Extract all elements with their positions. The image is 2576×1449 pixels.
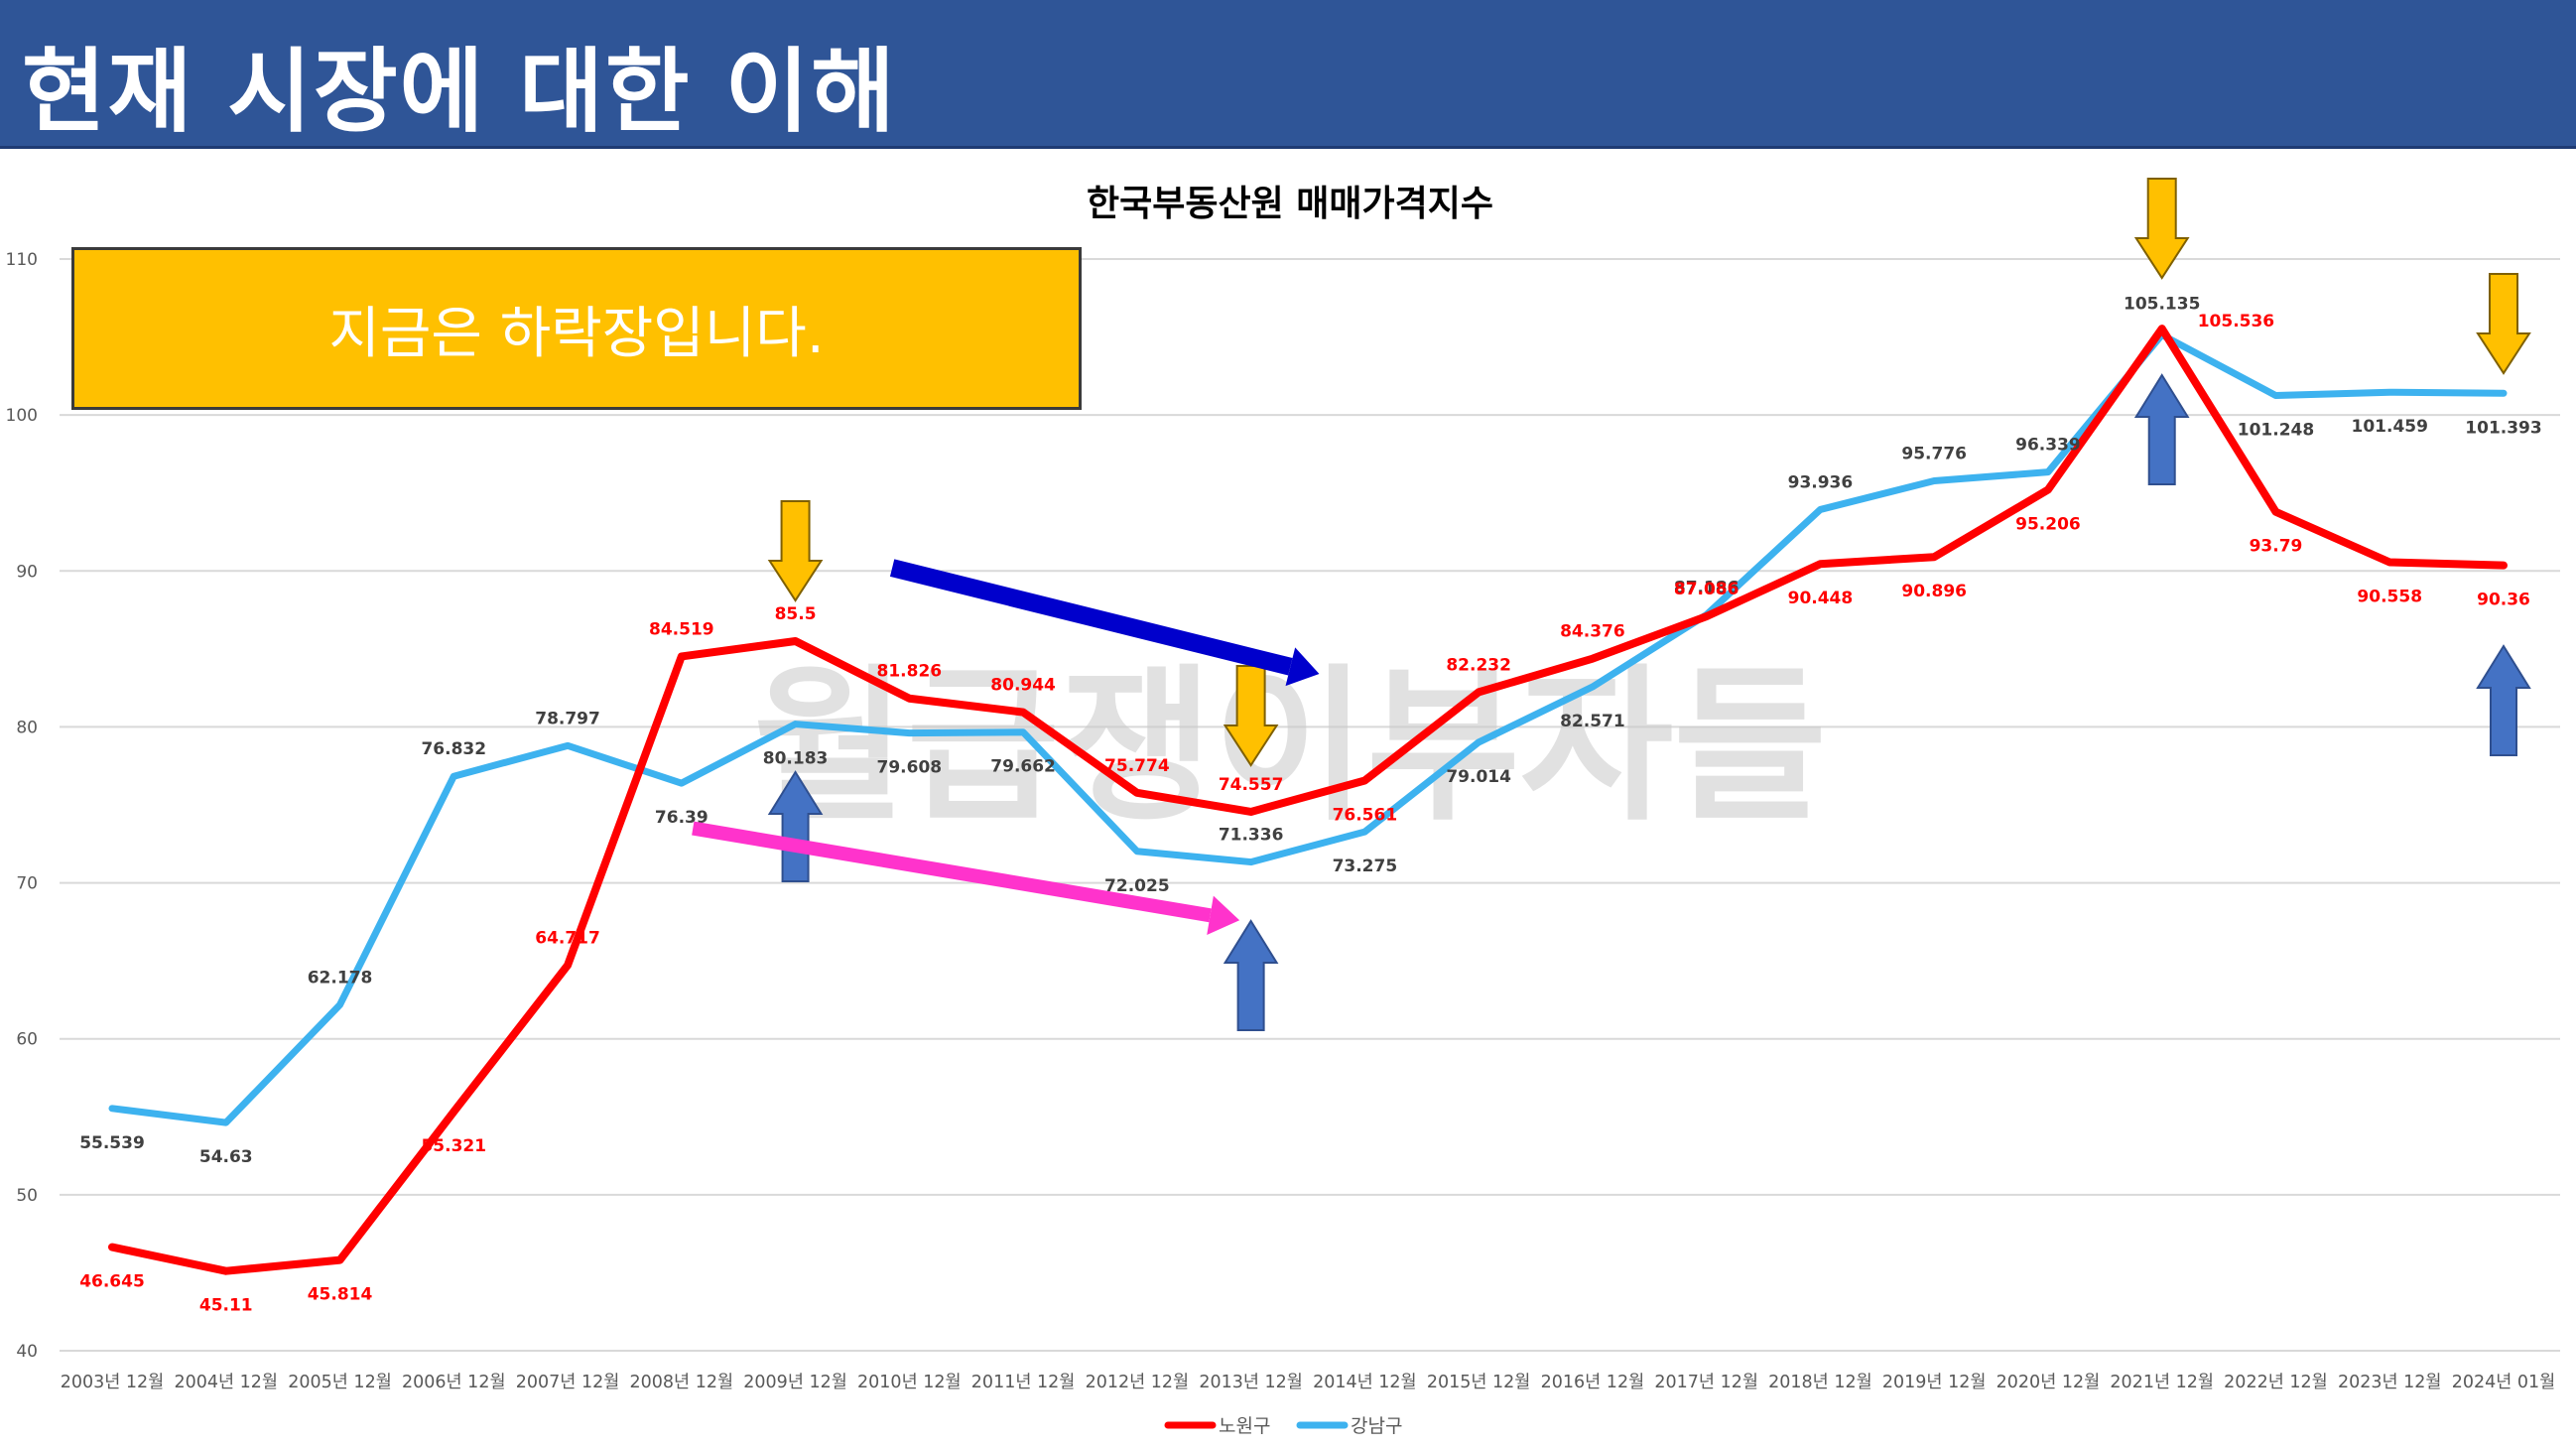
nowon-data-label: 84.376 [1560,622,1625,642]
page-title: 현재 시장에 대한 이해 [22,39,897,145]
up-arrow-icon [2133,373,2190,485]
gangnam-data-label: 78.797 [535,709,600,728]
gangnam-data-label: 95.776 [1901,445,1967,464]
x-tick-label: 2018년 12월 [1768,1373,1872,1392]
nowon-data-label: 46.645 [79,1272,145,1292]
nowon-data-label: 90.36 [2477,591,2530,610]
gangnam-data-label: 96.339 [2015,436,2081,456]
nowon-data-label: 85.5 [775,604,817,624]
gangnam-data-label: 76.832 [421,739,486,759]
trend-arrow-shaft [692,821,1212,923]
nowon-data-label: 82.232 [1446,655,1511,675]
price-index-chart: 월급쟁이부자들 한국부동산원 매매가격지수 405060708090100110… [6,178,2560,1437]
nowon-data-label: 45.11 [199,1296,253,1316]
gangnam-data-label: 73.275 [1333,856,1398,876]
x-tick-label: 2019년 12월 [1882,1373,1987,1392]
gangnam-data-label: 62.178 [308,968,373,988]
y-tick-label: 110 [6,250,38,270]
trend-arrow-head-icon [1207,895,1240,936]
up-arrow-icon [1223,919,1279,1031]
x-tick-label: 2014년 12월 [1313,1373,1417,1392]
nowon-data-label: 87.086 [1674,580,1739,599]
down-arrow-icon [1223,665,1279,767]
nowon-data-label: 64.717 [535,929,600,949]
x-tick-label: 2022년 12월 [2224,1373,2328,1392]
gangnam-data-label: 87.186 [1674,579,1739,598]
nowon-data-label: 105.536 [2198,312,2274,331]
x-tick-label: 2017년 12월 [1654,1373,1758,1392]
series-line-nowon [108,325,2508,1275]
trend-arrow-shaft [889,559,1293,676]
down-arrow-icon [2476,273,2531,375]
nowon-data-label: 90.448 [1788,589,1854,608]
header-bar [0,0,2576,146]
x-tick-label: 2020년 12월 [1996,1373,2101,1392]
gangnam-data-label: 79.608 [877,758,943,778]
callout-text: 지금은 하락장입니다. [328,301,825,366]
gangnam-data-label: 82.571 [1560,712,1625,731]
legend-label: 강남구 [1351,1415,1402,1437]
y-tick-label: 60 [16,1030,38,1050]
y-tick-label: 40 [16,1342,38,1362]
x-tick-label: 2021년 12월 [2110,1373,2214,1392]
gangnam-data-label: 105.135 [2124,294,2200,314]
x-tick-label: 2010년 12월 [857,1373,962,1392]
x-tick-label: 2016년 12월 [1541,1373,1645,1392]
x-tick-label: 2008년 12월 [630,1373,734,1392]
nowon-data-label: 45.814 [308,1285,373,1305]
y-tick-label: 80 [16,718,38,737]
nowon-data-label: 55.321 [421,1136,486,1156]
y-tick-label: 100 [6,406,38,426]
x-tick-label: 2011년 12월 [971,1373,1076,1392]
gangnam-data-label: 101.248 [2238,421,2314,441]
gangnam-data-label: 80.183 [763,749,829,769]
x-tick-label: 2024년 01월 [2452,1373,2556,1392]
x-tick-label: 2015년 12월 [1427,1373,1531,1392]
down-arrow-icon [767,500,824,602]
y-tick-label: 50 [16,1186,38,1206]
down-arrow-icon [2133,178,2190,280]
nowon-data-label: 84.519 [649,619,714,639]
gangnam-data-label: 71.336 [1219,826,1284,846]
market-callout-box: 지금은 하락장입니다. [71,247,1082,410]
x-tick-label: 2006년 12월 [402,1373,506,1392]
nowon-data-label: 81.826 [877,662,943,682]
up-arrow-icon [2476,644,2531,756]
nowon-data-label: 76.561 [1333,805,1398,825]
x-tick-label: 2013년 12월 [1199,1373,1303,1392]
y-tick-label: 90 [16,562,38,582]
x-tick-label: 2004년 12월 [174,1373,278,1392]
gangnam-data-label: 101.393 [2465,418,2541,438]
y-tick-label: 70 [16,874,38,894]
legend-label: 노원구 [1219,1415,1270,1437]
header-divider [0,146,2576,149]
gangnam-data-label: 54.63 [199,1147,253,1167]
chart-title: 한국부동산원 매매가격지수 [1087,184,1493,224]
x-tick-label: 2003년 12월 [61,1373,165,1392]
x-tick-label: 2023년 12월 [2338,1373,2442,1392]
nowon-data-label: 93.79 [2250,537,2303,557]
x-tick-label: 2005년 12월 [288,1373,392,1392]
gangnam-data-label: 79.014 [1446,767,1511,787]
x-tick-label: 2012년 12월 [1086,1373,1190,1392]
trend-arrow-head-icon [1285,647,1320,687]
gangnam-data-label: 79.662 [990,757,1056,777]
gangnam-data-label: 55.539 [79,1133,145,1153]
gangnam-data-label: 93.936 [1788,472,1854,492]
nowon-data-label: 74.557 [1219,775,1284,795]
nowon-data-label: 75.774 [1104,756,1170,776]
gangnam-data-label: 101.459 [2352,417,2428,437]
nowon-data-label: 95.206 [2015,514,2081,534]
nowon-data-label: 90.558 [2357,588,2422,607]
nowon-data-label: 90.896 [1901,582,1967,601]
gangnam-data-label: 72.025 [1104,876,1170,896]
x-tick-label: 2007년 12월 [516,1373,620,1392]
x-tick-label: 2009년 12월 [743,1373,847,1392]
nowon-data-label: 80.944 [990,676,1056,696]
